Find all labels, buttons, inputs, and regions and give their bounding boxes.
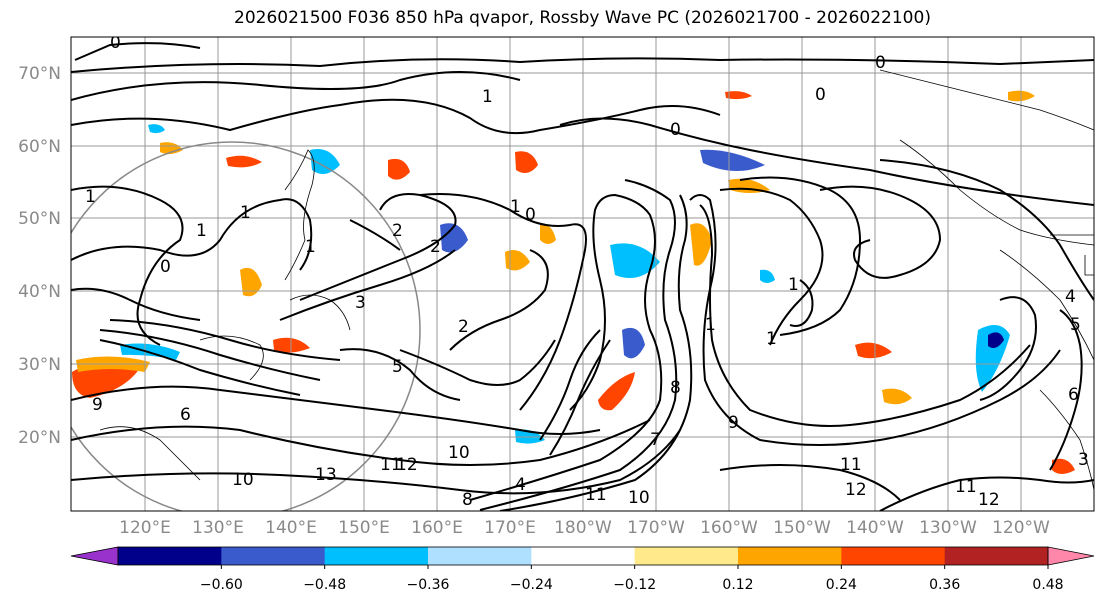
colorbar-tick-label: −0.36 [407,577,450,593]
contour-label: 9 [728,413,739,433]
contour-label: 5 [392,357,403,377]
colorbar-swatch [324,547,429,565]
lat-label: 70°N [18,64,61,84]
map-frame [70,36,1095,512]
colorbar-tick-label: 0.12 [722,577,753,593]
lon-label: 170°E [484,518,536,538]
lon-label: 160°E [411,518,463,538]
contour-label: 8 [670,378,681,398]
contour-label: 1 [240,203,251,223]
contour-label: 12 [978,490,1000,510]
colorbar-swatch [118,547,222,565]
lat-label: 60°N [18,137,61,157]
colorbar-swatch [841,547,946,565]
lon-label: 130°E [192,518,244,538]
contour-label: 1 [85,187,96,207]
contour-label: 3 [355,293,366,313]
contour-label: 1 [482,87,493,107]
colorbar-swatch [531,547,636,565]
contour-label: 12 [396,455,418,475]
lon-label: 150°E [338,518,390,538]
colorbar [70,546,1095,566]
lon-label: 120°W [992,518,1050,538]
longitude-labels: 120°E 130°E 140°E 150°E 160°E 170°E 180°… [119,518,1050,538]
contour-label: 11 [380,455,402,475]
contour-label: 11 [955,477,977,497]
contour-label: 0 [110,33,121,53]
colorbar-ticks: −0.60 −0.48 −0.36 −0.24 −0.12 0.12 0.24 0.36 0.4… [200,565,1064,593]
contour-label: 0 [815,85,826,105]
lon-label: 140°W [846,518,904,538]
contour-label: 0 [670,120,681,140]
colorbar-swatch [944,547,1049,565]
lon-label: 130°W [919,518,977,538]
colorbar-swatch [221,547,326,565]
anomaly-shading [72,90,1075,474]
contour-label: 0 [525,205,536,225]
contour-label: 0 [160,257,171,277]
lon-label: 120°E [119,518,171,538]
contour-label: 2 [458,317,469,337]
contour-label: 1 [788,275,799,295]
contour-label: 11 [840,455,862,475]
coastlines [99,69,1094,491]
contour-label: 10 [232,470,254,490]
contour-label: 3 [1078,450,1089,470]
lon-label: 180°W [554,518,612,538]
contour-label: 1 [766,329,777,349]
contour-label: 12 [845,480,867,500]
contour-label: 11 [585,485,607,505]
contour-label: 4 [515,475,526,495]
lon-label: 150°W [773,518,831,538]
lon-label: 160°W [700,518,758,538]
lon-label: 140°E [265,518,317,538]
lat-label: 30°N [18,355,61,375]
lat-label: 50°N [18,209,61,229]
latitude-labels: 70°N 60°N 50°N 40°N 30°N 20°N [18,64,61,448]
lat-label: 40°N [18,282,61,302]
contour-label: 10 [628,488,650,508]
map-plot-area: 0 1 1 1 0 0 1 0 1 2 1 1 2 3 5 2 1 6 9 10… [71,33,1094,511]
colorbar-extend-high [1047,546,1095,566]
colorbar-swatch [428,547,532,565]
colorbar-tick-label: −0.24 [510,577,553,593]
lat-label: 20°N [18,428,61,448]
contour-labels: 0 1 1 1 0 0 1 0 1 2 1 1 2 3 5 2 1 6 9 10… [85,33,1089,510]
colorbar-tick-label: 0.24 [826,577,857,593]
colorbar-tick-label: 0.36 [929,577,960,593]
contour-label: 2 [430,237,441,257]
contour-label: 4 [1065,287,1076,307]
contour-label: 0 [875,53,886,73]
graticule [71,37,1094,511]
contour-label: 1 [705,315,716,335]
colorbar-tick-label: −0.48 [303,577,346,593]
map-title: 2026021500 F036 850 hPa qvapor, Rossby W… [234,8,931,28]
colorbar-extend-low [70,546,119,566]
colorbar-swatch [738,547,842,565]
contour-label: 10 [448,443,470,463]
colorbar-tick-label: −0.12 [613,577,656,593]
contour-label: 1 [305,237,316,257]
contour-label: 7 [650,430,661,450]
contour-label: 6 [1068,385,1079,405]
contour-label: 5 [1070,315,1081,335]
colorbar-swatch [634,547,739,565]
contour-label: 9 [92,395,103,415]
contour-label: 2 [392,221,403,241]
lon-label: 170°W [627,518,685,538]
contour-label: 1 [510,197,521,217]
contour-label: 13 [315,465,337,485]
contour-label: 6 [180,405,191,425]
contour-label: 8 [462,490,473,510]
contour-label: 1 [196,221,207,241]
colorbar-tick-label: −0.60 [200,577,243,593]
contour-lines [71,42,1094,511]
colorbar-tick-label: 0.48 [1032,577,1063,593]
colorbar-frame [117,546,1049,566]
